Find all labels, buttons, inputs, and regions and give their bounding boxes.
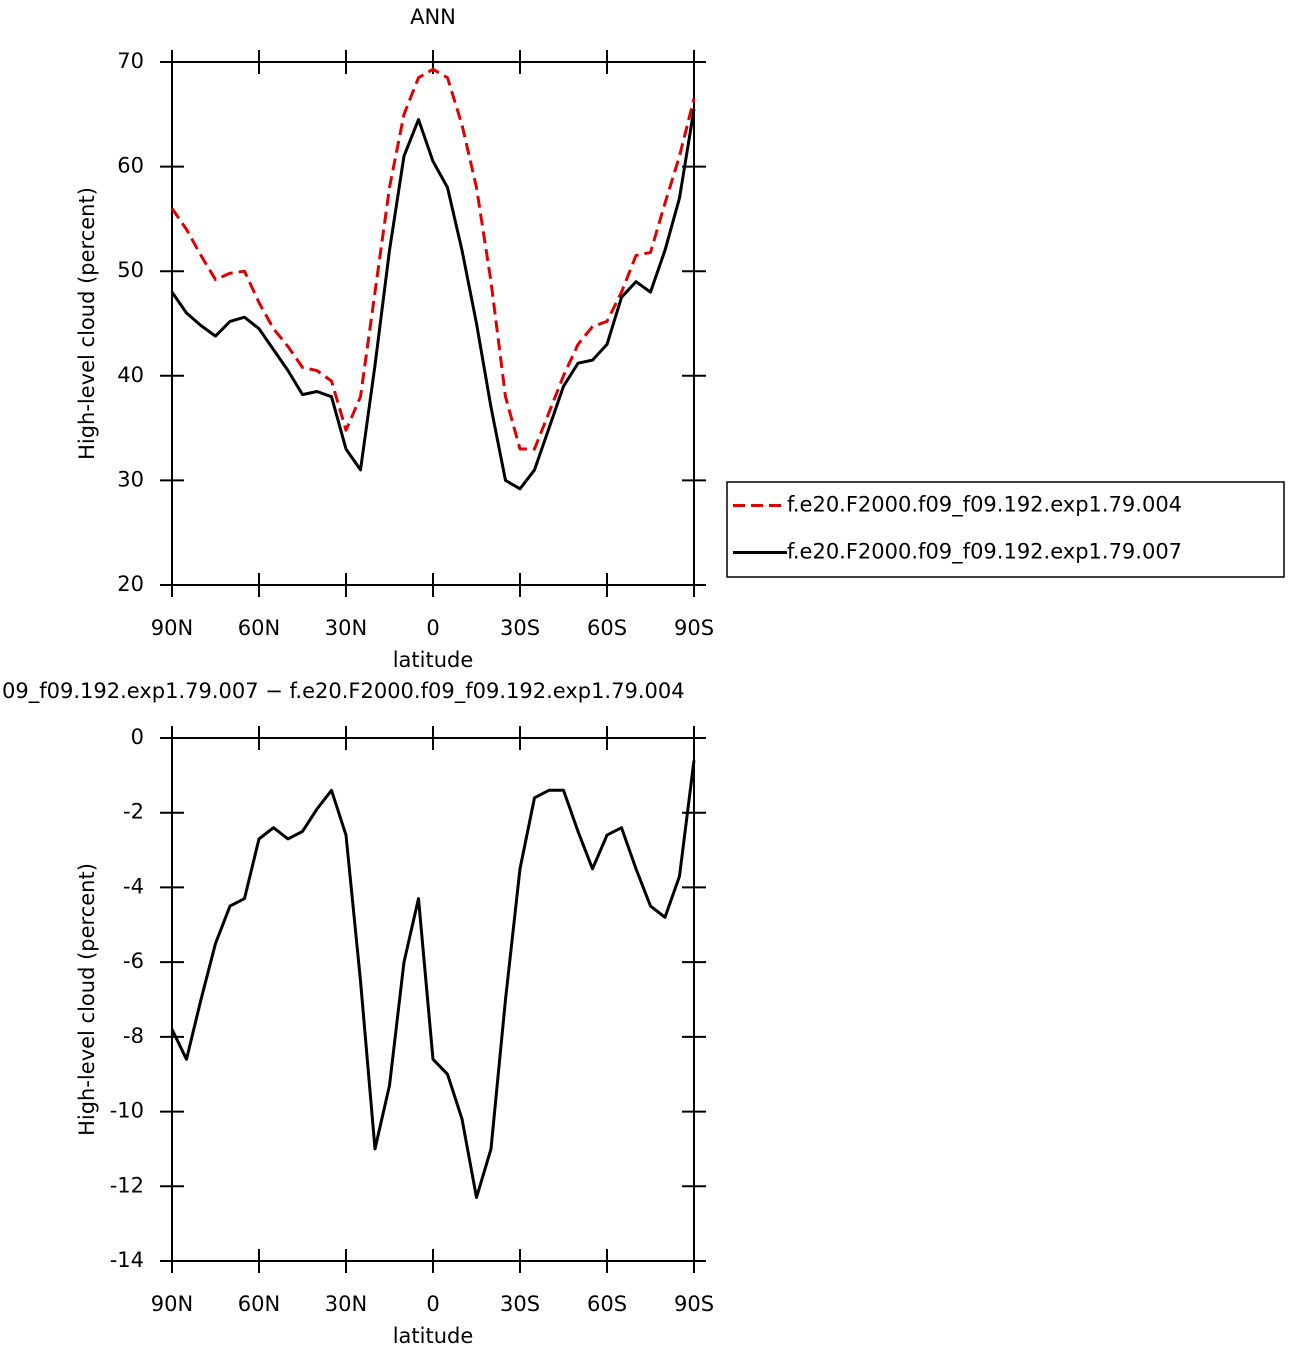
y-tick-label: -8 <box>123 1024 144 1048</box>
y-tick-label: -12 <box>110 1173 144 1197</box>
chart-title: ANN <box>410 5 456 29</box>
x-tick-label: 30S <box>500 1292 540 1316</box>
y-tick-label: 30 <box>117 467 144 491</box>
x-tick-label: 0 <box>426 616 439 640</box>
plot-frame <box>171 737 695 1262</box>
x-tick-label: 60N <box>238 1292 280 1316</box>
y-axis-label: High-level cloud (percent) <box>75 187 99 460</box>
y-tick-label: 40 <box>117 363 144 387</box>
y-tick-label: -2 <box>123 800 144 824</box>
line-series <box>170 108 696 491</box>
y-tick-label: 20 <box>117 572 144 596</box>
legend-label: f.e20.F2000.f09_f09.192.exp1.79.007 <box>787 540 1182 565</box>
x-axis-label: latitude <box>393 1324 474 1348</box>
line-series <box>170 760 696 1199</box>
y-tick-label: 0 <box>131 725 144 749</box>
x-tick-label: 30N <box>325 616 367 640</box>
x-tick-label: 60S <box>587 616 627 640</box>
y-tick-label: 50 <box>117 258 144 282</box>
x-tick-label: 90S <box>674 616 714 640</box>
x-tick-label: 60S <box>587 1292 627 1316</box>
y-tick-label: -14 <box>110 1248 144 1272</box>
x-axis-label: latitude <box>393 648 474 672</box>
y-tick-label: -10 <box>110 1099 144 1123</box>
y-tick-label: 70 <box>117 49 144 73</box>
plot-frame <box>171 61 695 586</box>
line-series <box>170 67 696 451</box>
y-tick-label: 60 <box>117 154 144 178</box>
y-tick-label: -6 <box>123 949 144 973</box>
x-tick-label: 0 <box>426 1292 439 1316</box>
chart-title: 09_f09.192.exp1.79.007 − f.e20.F2000.f09… <box>2 679 685 704</box>
x-tick-label: 90N <box>151 1292 193 1316</box>
x-tick-label: 60N <box>238 616 280 640</box>
x-tick-label: 30N <box>325 1292 367 1316</box>
x-tick-label: 90S <box>674 1292 714 1316</box>
y-axis-label: High-level cloud (percent) <box>75 863 99 1136</box>
x-tick-label: 30S <box>500 616 540 640</box>
legend-box <box>726 481 1285 578</box>
y-tick-label: -4 <box>123 874 144 898</box>
legend-label: f.e20.F2000.f09_f09.192.exp1.79.004 <box>787 493 1182 518</box>
x-tick-label: 90N <box>151 616 193 640</box>
